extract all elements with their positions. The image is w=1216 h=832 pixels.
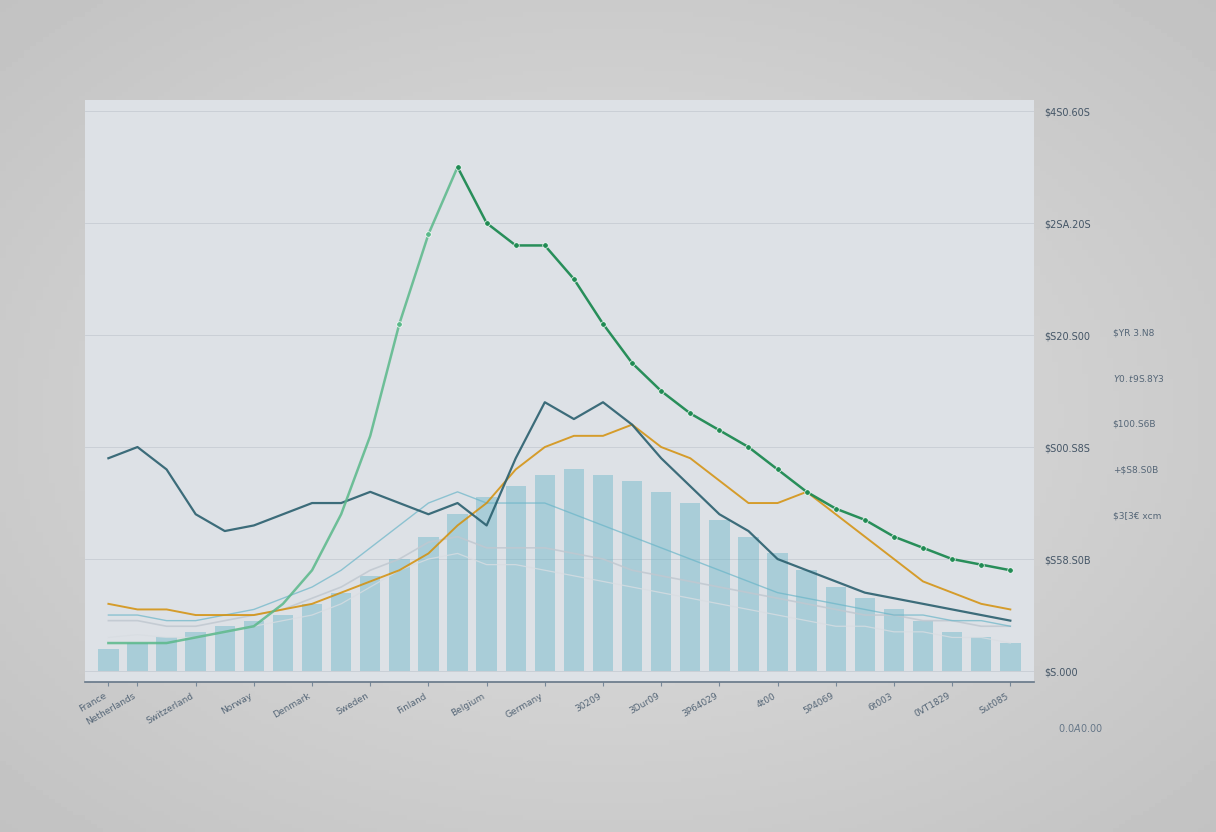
Bar	[477, 498, 497, 671]
Bar	[535, 475, 554, 671]
Bar	[272, 615, 293, 671]
Text: $3[3€ xcm: $3[3€ xcm	[1113, 512, 1161, 520]
Text: $100.S6B: $100.S6B	[1113, 420, 1156, 428]
Bar	[157, 637, 176, 671]
Bar	[942, 631, 962, 671]
Bar	[331, 592, 351, 671]
Text: $YR 3.N8: $YR 3.N8	[1113, 329, 1154, 337]
Bar	[621, 481, 642, 671]
Bar	[593, 475, 613, 671]
Bar	[680, 503, 700, 671]
Bar	[214, 626, 235, 671]
Bar	[447, 514, 468, 671]
Text: $Y0.t $9S.8Y3: $Y0.t $9S.8Y3	[1113, 373, 1164, 384]
Bar	[243, 621, 264, 671]
Bar	[913, 621, 933, 671]
Bar	[767, 553, 788, 671]
Bar	[855, 598, 876, 671]
Bar	[738, 537, 759, 671]
Bar	[360, 576, 381, 671]
Bar	[98, 649, 119, 671]
Bar	[972, 637, 991, 671]
Bar	[128, 643, 147, 671]
Bar	[418, 537, 439, 671]
Bar	[796, 570, 817, 671]
Bar	[302, 604, 322, 671]
Bar	[709, 520, 730, 671]
Bar	[651, 492, 671, 671]
Bar	[389, 559, 410, 671]
Bar	[1000, 643, 1020, 671]
Text: $0.0A0.00$: $0.0A0.00$	[1058, 722, 1103, 734]
Bar	[884, 609, 905, 671]
Bar	[186, 631, 206, 671]
Text: +$S8.S0B: +$S8.S0B	[1113, 466, 1158, 474]
Bar	[506, 486, 525, 671]
Bar	[826, 587, 846, 671]
Bar	[564, 469, 584, 671]
